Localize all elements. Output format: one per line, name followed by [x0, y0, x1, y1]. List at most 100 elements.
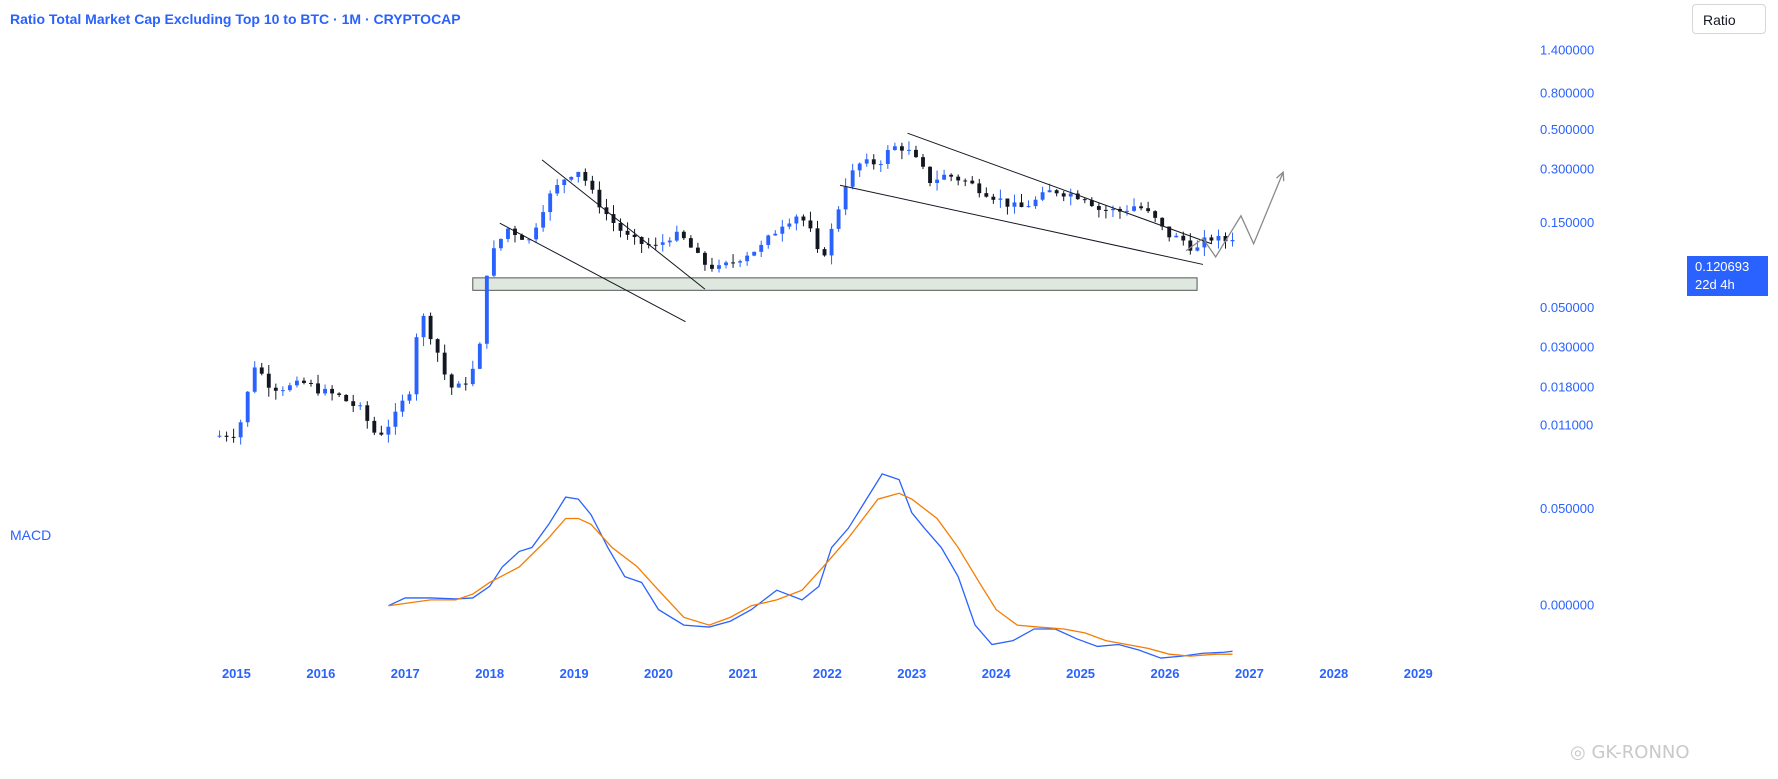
time-tick-label: 2022: [813, 666, 842, 681]
scale-mode-button[interactable]: Ratio: [1692, 4, 1766, 34]
candlestick-series: [217, 141, 1235, 445]
candle-body: [1195, 247, 1200, 251]
candle: [773, 230, 778, 236]
candle: [1082, 197, 1087, 204]
price-tick-label: 0.050000: [1540, 300, 1594, 315]
candle: [829, 223, 834, 265]
price-axis[interactable]: 1.400000 0.800000 0.500000 0.300000 0.150000…: [1540, 42, 1594, 432]
candle: [1132, 198, 1136, 212]
candle-body: [1026, 206, 1031, 208]
candle-body: [562, 179, 567, 186]
candle: [400, 394, 405, 417]
candle-body: [794, 216, 799, 224]
candle: [224, 431, 229, 442]
candle-body: [1223, 235, 1228, 242]
channel-line[interactable]: [541, 159, 706, 290]
candle: [569, 176, 574, 182]
candle-body: [491, 248, 496, 276]
candle-body: [414, 337, 419, 395]
candle-body: [1146, 208, 1151, 212]
candle: [928, 166, 932, 187]
candle: [316, 374, 320, 396]
candle-body: [822, 249, 827, 256]
candle-body: [1202, 237, 1207, 248]
candle-body: [724, 262, 728, 266]
candle-body: [344, 394, 349, 402]
candle-body: [231, 436, 236, 438]
candle: [991, 193, 996, 204]
candle-body: [1103, 209, 1108, 211]
candle: [266, 364, 271, 397]
candle: [541, 205, 546, 232]
wedge-line[interactable]: [839, 184, 1204, 265]
candle-body: [717, 265, 721, 269]
candle: [864, 153, 869, 167]
candle-body: [358, 405, 363, 407]
candle: [555, 179, 560, 196]
candle-body: [878, 164, 883, 166]
candle: [358, 402, 363, 411]
watermark: ◎ GK-RONNO: [1570, 742, 1690, 763]
candle-body: [506, 228, 510, 239]
candle: [611, 205, 616, 232]
candle: [421, 313, 426, 347]
candle-body: [590, 180, 595, 190]
candle: [703, 251, 707, 271]
macd-line: [388, 473, 1233, 659]
macd-axis[interactable]: 0.050000 0.000000: [1540, 501, 1594, 613]
wedge-line[interactable]: [907, 132, 1212, 245]
candle: [351, 394, 356, 412]
candle-body: [555, 185, 560, 194]
candle: [780, 219, 785, 242]
candle-body: [653, 244, 658, 246]
candle-body: [217, 435, 222, 437]
candle: [815, 220, 820, 253]
time-axis[interactable]: 2015 2016 2017 2018 2019 2020 2021 2022 2023 2024…: [222, 666, 1433, 681]
projection-path[interactable]: [1185, 171, 1284, 259]
candle-body: [1139, 206, 1144, 209]
candle: [344, 394, 349, 402]
candle: [393, 403, 398, 435]
candle-body: [1047, 190, 1052, 193]
candle-body: [463, 383, 468, 385]
candle: [1188, 233, 1193, 255]
candle-body: [991, 196, 996, 200]
candle: [1005, 198, 1010, 215]
candle: [1040, 186, 1045, 202]
candle-body: [928, 166, 932, 183]
candle-body: [899, 146, 904, 151]
candle-body: [309, 382, 313, 384]
support-zone[interactable]: [472, 277, 1198, 291]
time-tick-label: 2019: [560, 666, 589, 681]
candle-body: [1054, 190, 1059, 194]
candle-body: [710, 264, 714, 269]
candle-body: [365, 405, 370, 421]
candle-body: [611, 214, 616, 224]
candle: [597, 181, 602, 214]
candle: [1026, 200, 1031, 208]
candle-body: [1019, 202, 1024, 208]
candle: [252, 361, 257, 394]
candle-body: [632, 234, 637, 238]
candle-body: [1181, 235, 1186, 241]
candle: [1160, 217, 1165, 231]
candle: [309, 379, 313, 387]
candle: [1068, 188, 1073, 206]
macd-tick-label: 0.000000: [1540, 598, 1594, 613]
candle-body: [498, 238, 503, 249]
time-tick-label: 2027: [1235, 666, 1264, 681]
candle-body: [337, 393, 342, 395]
macd-indicator-label[interactable]: MACD: [10, 527, 52, 543]
candle: [717, 259, 721, 273]
candle: [1139, 202, 1144, 211]
candle-body: [977, 183, 982, 194]
candle-body: [330, 388, 335, 394]
candle: [273, 383, 278, 400]
channel-line[interactable]: [499, 222, 686, 323]
candle: [822, 247, 827, 257]
candle-body: [787, 223, 792, 227]
candle-body: [731, 262, 736, 264]
chart-title: Ratio Total Market Cap Excluding Top 10 …: [10, 11, 461, 27]
candle-body: [287, 385, 292, 391]
